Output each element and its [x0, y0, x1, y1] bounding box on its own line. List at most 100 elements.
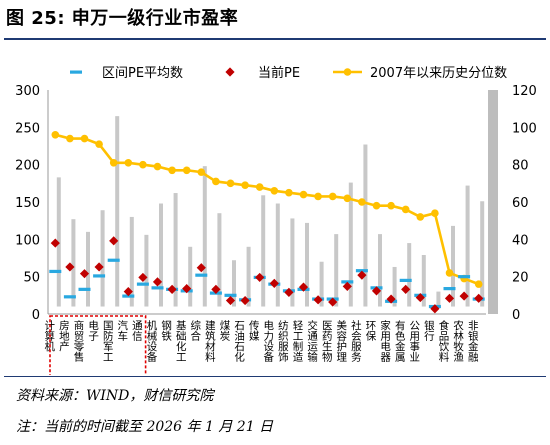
range-bar — [465, 185, 470, 307]
category-label: 建筑材料 — [204, 319, 216, 363]
right-tick-label: 100 — [512, 121, 537, 136]
category-label: 煤炭 — [219, 319, 231, 342]
current-pe-marker — [284, 287, 294, 297]
current-pe-marker — [240, 295, 250, 306]
range-bar — [71, 219, 76, 307]
current-pe-marker — [79, 269, 90, 279]
legend-percentile-point — [343, 68, 352, 76]
range-bar — [436, 291, 441, 307]
mean-marker — [458, 275, 471, 279]
current-pe-marker — [167, 284, 177, 294]
category-label: 机械设备 — [146, 319, 158, 363]
category-label: 有色金属 — [394, 319, 406, 363]
current-pe-marker — [255, 272, 265, 283]
mean-marker — [443, 287, 456, 291]
current-pe-marker — [211, 284, 221, 294]
legend-mean-swatch — [70, 70, 82, 74]
range-bar — [232, 260, 236, 307]
percentile-point — [358, 198, 366, 206]
percentile-point — [226, 179, 235, 188]
current-pe-marker — [182, 284, 192, 294]
percentile-point — [241, 181, 249, 189]
right-tick-label: 120 — [512, 84, 537, 99]
range-bar — [275, 203, 280, 307]
range-bar — [319, 261, 324, 307]
mean-marker — [78, 287, 91, 291]
category-label: 传媒 — [248, 320, 260, 342]
percentile-point — [51, 131, 60, 139]
percentile-point — [124, 159, 133, 167]
right-axis-bar — [488, 90, 498, 314]
current-pe-marker — [313, 295, 323, 305]
percentile-point — [285, 188, 293, 197]
percentile-point — [401, 205, 410, 214]
right-tick-label: 0 — [512, 308, 520, 323]
left-tick-label: 50 — [23, 271, 40, 286]
range-bar — [305, 222, 309, 307]
range-bar — [407, 243, 412, 307]
range-bar — [261, 195, 266, 307]
category-label: 医药生物 — [321, 320, 333, 363]
category-label: 环保 — [365, 320, 377, 342]
mean-marker — [224, 293, 237, 297]
category-label: 公用事业 — [408, 320, 420, 362]
right-tick-label: 60 — [512, 196, 529, 211]
current-pe-marker — [430, 304, 440, 314]
percentile-point — [95, 140, 103, 148]
percentile-point — [168, 166, 176, 175]
category-label: 通信 — [131, 320, 143, 342]
percentile-point — [255, 183, 264, 191]
category-label: 交通运输 — [306, 319, 318, 363]
legend-current-label: 当前PE — [258, 65, 300, 81]
current-pe-marker — [298, 282, 309, 292]
range-bar — [421, 255, 426, 307]
category-label: 电力设备 — [262, 319, 274, 363]
category-label: 钢铁 — [160, 319, 172, 342]
percentile-point — [109, 159, 118, 167]
percentile-point — [372, 201, 381, 210]
percentile-point — [153, 162, 162, 171]
mean-marker — [49, 269, 62, 274]
current-pe-marker — [444, 293, 455, 303]
left-tick-label: 0 — [32, 308, 40, 323]
range-bar — [363, 144, 368, 307]
percentile-point — [474, 280, 483, 288]
current-pe-marker — [357, 270, 367, 280]
category-label: 房地产 — [58, 319, 70, 352]
range-bar — [290, 218, 295, 307]
category-label: 纺织服饰 — [277, 319, 289, 363]
current-pe-marker — [459, 291, 469, 301]
range-bar — [115, 116, 120, 307]
category-label: 国防军工 — [102, 320, 114, 362]
category-label: 社会服务 — [350, 319, 362, 363]
range-bar — [378, 234, 382, 307]
current-pe-marker — [371, 286, 382, 296]
percentile-point — [299, 190, 308, 199]
current-pe-marker — [196, 263, 206, 273]
category-label: 家用电器 — [379, 319, 391, 363]
title-divider — [4, 38, 546, 40]
category-label: 汽车 — [116, 319, 128, 342]
range-bar — [451, 225, 455, 307]
legend-mean-label: 区间PE平均数 — [102, 66, 183, 81]
range-bar — [159, 203, 163, 307]
range-bar — [86, 231, 90, 307]
current-pe-marker — [138, 272, 148, 283]
percentile-point — [139, 160, 147, 169]
percentile-point — [387, 201, 395, 210]
category-label: 美容护理 — [335, 319, 347, 362]
current-pe-marker — [386, 294, 396, 304]
category-label: 非银金融 — [467, 320, 479, 363]
category-label: 食品饮料 — [438, 319, 450, 363]
category-label: 基础化工 — [175, 319, 187, 362]
mean-marker — [93, 274, 106, 278]
percentile-point — [328, 192, 337, 201]
mean-marker — [151, 286, 164, 290]
percentile-point — [431, 209, 439, 217]
category-label: 石油石化 — [233, 320, 245, 363]
range-bar — [56, 177, 61, 307]
percentile-point — [182, 166, 191, 175]
left-tick-label: 200 — [15, 159, 40, 174]
pe-chart: 050100150200250300020406080100120计算机 房地产商… — [15, 65, 537, 375]
date-note: 注：当前的时间截至 2026 年 1 月 21 日 — [16, 419, 274, 435]
